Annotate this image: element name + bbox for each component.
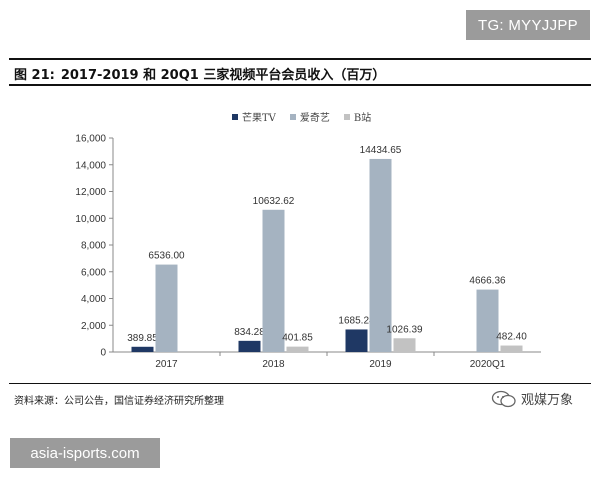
legend-item-bilibili: B站 — [343, 109, 372, 124]
legend-swatch-iqiyi — [289, 113, 296, 120]
bar-爱奇艺-2018 — [262, 209, 285, 352]
brand-name: 观媒万象 — [521, 393, 574, 408]
data-label: 10632.62 — [253, 196, 295, 207]
legend-swatch-bilibili — [343, 113, 350, 120]
legend-label-iqiyi: 爱奇艺 — [299, 113, 330, 124]
y-tick-label: 2,000 — [81, 321, 106, 332]
y-tick-label: 10,000 — [75, 214, 106, 225]
y-tick-label: 14,000 — [75, 160, 106, 171]
bar-芒果TV-2019 — [345, 329, 368, 352]
y-tick-label: 8,000 — [81, 241, 106, 252]
data-label: 482.40 — [496, 332, 527, 343]
watermark-top-badge: TG: MYYJJPP — [466, 10, 590, 40]
legend-label-bilibili: B站 — [353, 113, 372, 124]
watermark-bottom-badge: asia-isports.com — [10, 438, 160, 468]
source-rule — [9, 383, 591, 384]
bar-B站-2018 — [286, 346, 309, 352]
figure-number: 图 21: — [14, 68, 55, 83]
bar-B站-2020Q1 — [500, 345, 523, 352]
data-label: 14434.65 — [360, 145, 402, 156]
source-note: 资料来源：公司公告，国信证券经济研究所整理 — [14, 396, 224, 407]
legend-label-mango: 芒果TV — [242, 113, 276, 124]
brand-mark: 观媒万象 — [491, 389, 573, 408]
bar-B站-2019 — [393, 338, 416, 352]
x-tick-label: 2019 — [369, 359, 392, 370]
bar-爱奇艺-2017 — [155, 264, 178, 352]
figure-title-text: 2017-2019 和 20Q1 三家视频平台会员收入（百万） — [60, 68, 386, 83]
title-bottom-rule — [9, 84, 591, 86]
title-top-rule — [9, 58, 591, 60]
data-label: 1685.24 — [338, 315, 375, 326]
legend-item-mango: 芒果TV — [232, 109, 276, 124]
wechat-icon — [491, 390, 516, 407]
bar-爱奇艺-2019 — [369, 158, 392, 352]
y-tick-label: 4,000 — [81, 294, 106, 305]
bar-芒果TV-2017 — [131, 346, 154, 352]
legend-swatch-mango — [232, 113, 238, 120]
chart-legend: 芒果TV 爱奇艺 B站 — [232, 109, 371, 124]
y-tick-label: 16,000 — [75, 134, 106, 145]
y-tick-label: 0 — [100, 348, 106, 359]
x-tick-label: 2017 — [155, 359, 178, 370]
legend-item-iqiyi: 爱奇艺 — [289, 109, 330, 124]
data-label: 1026.39 — [386, 324, 423, 335]
bar-芒果TV-2018 — [238, 340, 261, 352]
x-tick-label: 2018 — [262, 359, 285, 370]
x-tick-label: 2020Q1 — [470, 359, 506, 370]
data-label: 389.85 — [127, 333, 158, 344]
bar-爱奇艺-2020Q1 — [476, 289, 499, 352]
y-tick-label: 6,000 — [81, 267, 106, 278]
bar-chart: 0 2,000 4,000 6,000 8,000 10,000 12,000 14,000 1… — [75, 134, 541, 370]
data-label: 834.28 — [234, 327, 265, 338]
figure-title: 图 21: 2017-2019 和 20Q1 三家视频平台会员收入（百万） — [14, 64, 391, 83]
data-label: 6536.00 — [148, 251, 185, 262]
data-label: 4666.36 — [469, 276, 506, 287]
data-label: 401.85 — [282, 333, 313, 344]
y-tick-label: 12,000 — [75, 187, 106, 198]
